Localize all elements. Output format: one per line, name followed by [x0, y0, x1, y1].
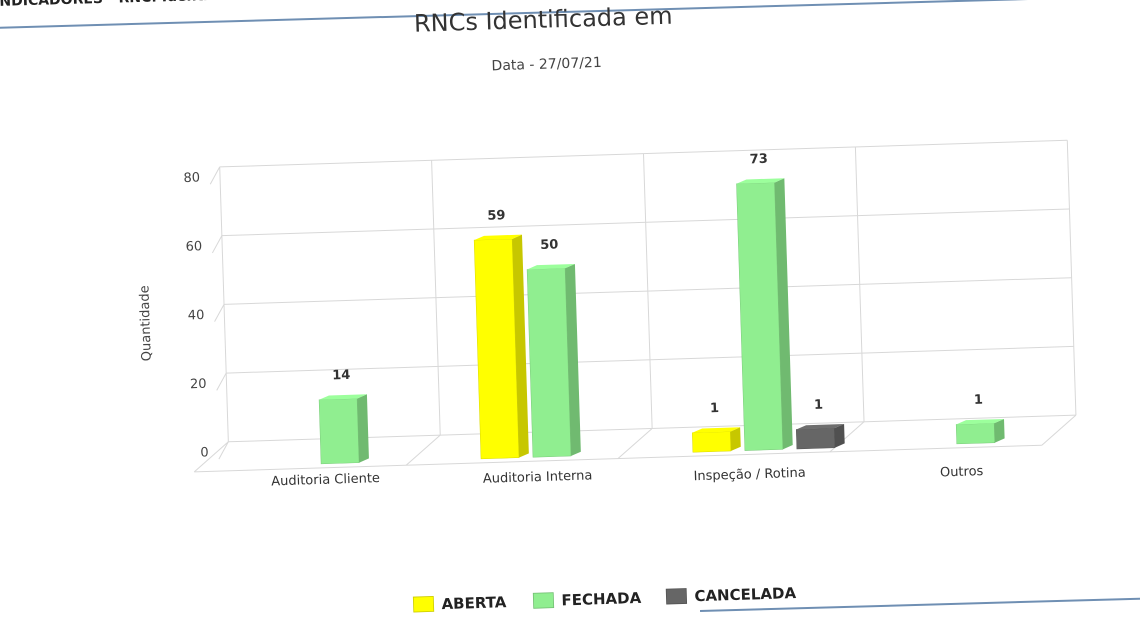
bar-top — [319, 394, 367, 400]
gridline-v — [1066, 140, 1077, 416]
legend-label: CANCELADA — [694, 584, 797, 605]
legend[interactable]: ABERTA FECHADA CANCELADA — [412, 584, 797, 614]
bar-side — [512, 234, 529, 458]
gridline-v — [854, 146, 865, 422]
y-tick-label: 20 — [190, 377, 207, 393]
y-axis-ticks: 0 20 40 60 80 — [183, 171, 209, 461]
legend-swatch — [412, 596, 435, 613]
bar-top — [474, 234, 522, 241]
y-tick-label: 40 — [188, 308, 205, 324]
data-label: 59 — [487, 208, 506, 224]
legend-label: FECHADA — [561, 589, 642, 610]
gridline-floor — [617, 428, 653, 459]
category-label: Inspeção / Rotina — [693, 466, 806, 485]
y-tick-label: 0 — [200, 445, 209, 460]
bar-top — [527, 263, 575, 270]
category-label: Auditoria Interna — [483, 468, 593, 486]
bar-aberta-1 — [473, 234, 529, 460]
data-label: 73 — [749, 152, 768, 168]
data-label: 50 — [540, 237, 559, 253]
floor-edge — [194, 444, 1042, 473]
data-label: 1 — [974, 393, 984, 408]
gridline-v — [642, 153, 653, 429]
gridline-side — [209, 166, 221, 185]
chart-title: RNCs Identificada em — [414, 2, 673, 38]
bar-top — [692, 427, 741, 433]
category-label: Auditoria Cliente — [271, 471, 380, 489]
bar-side — [565, 263, 581, 457]
legend-label: ABERTA — [441, 593, 507, 613]
data-labels: 14 59 50 1 73 1 1 — [332, 152, 984, 416]
bar-fechada-1 — [526, 263, 581, 458]
bar-cancelada-2 — [795, 423, 845, 450]
grid — [193, 139, 1077, 473]
bar-fechada-2 — [736, 178, 793, 451]
bar-front — [473, 238, 520, 460]
category-label: Outros — [940, 464, 984, 480]
data-label: 14 — [332, 368, 351, 384]
bar-front — [318, 398, 360, 465]
bar-front — [692, 431, 732, 453]
bar-side — [994, 418, 1005, 443]
bar-side — [357, 394, 369, 463]
y-tick-label: 80 — [183, 171, 200, 187]
legend-swatch — [665, 588, 688, 605]
bar-front — [955, 423, 996, 445]
legend-swatch — [532, 592, 555, 609]
legend-item-cancelada[interactable]: CANCELADA — [665, 584, 797, 606]
bar-top — [796, 423, 845, 430]
gridline-side — [218, 441, 229, 460]
data-label: 1 — [814, 398, 824, 413]
legend-item-fechada[interactable]: FECHADA — [532, 589, 642, 610]
bar-side — [834, 423, 845, 448]
category-labels: Auditoria Cliente Auditoria Interna Inspeç… — [271, 464, 984, 489]
bars — [318, 178, 1005, 465]
bar-aberta-2 — [692, 427, 741, 453]
y-axis-title: Quantidade — [137, 285, 154, 361]
gridline-v — [219, 166, 229, 442]
gridline-side — [211, 235, 223, 254]
bar-side — [730, 427, 741, 452]
gridline-floor — [1041, 414, 1077, 446]
gridline-side — [214, 304, 225, 322]
gridline-v — [431, 160, 441, 436]
bar-fechada-3 — [955, 418, 1005, 445]
gridline-floor — [405, 434, 441, 466]
bar-front — [526, 267, 572, 458]
bar-side — [774, 178, 793, 450]
chart-subtitle: Data - 27/07/21 — [491, 55, 602, 74]
data-label: 1 — [710, 401, 720, 416]
legend-item-aberta[interactable]: ABERTA — [412, 593, 507, 614]
gridline-side — [216, 372, 227, 391]
bar-top — [956, 418, 1005, 425]
bar-fechada-0 — [318, 394, 369, 465]
bar-top — [736, 178, 785, 184]
gridline-floor — [193, 441, 229, 473]
bar-front — [795, 428, 836, 450]
y-tick-label: 60 — [185, 239, 202, 255]
